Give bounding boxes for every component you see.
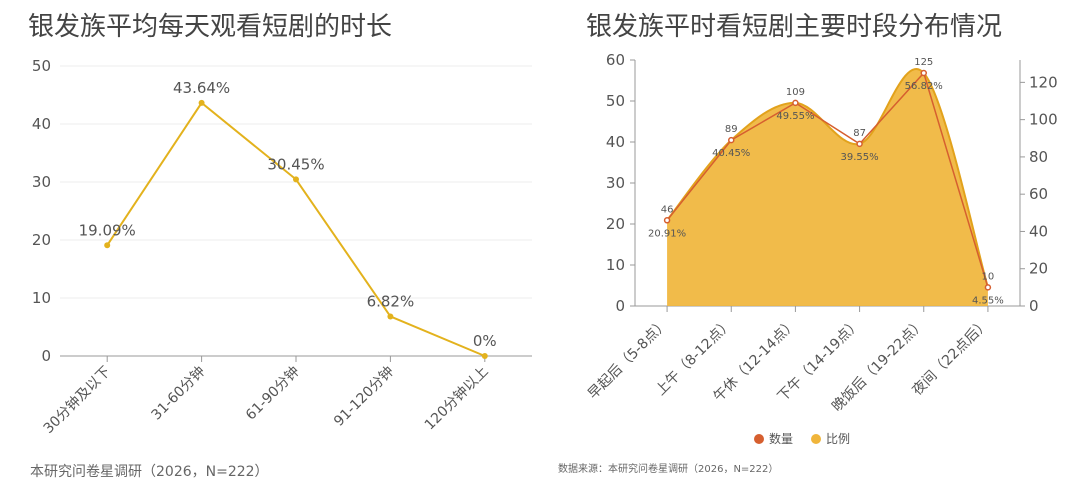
ratio-data-label: 39.55% — [841, 152, 879, 163]
right-y-right-tick-label: 100 — [1029, 111, 1058, 129]
legend-count-marker — [754, 433, 764, 444]
ratio-area — [667, 68, 988, 306]
left-x-tick-label: 91-120分钟 — [330, 363, 397, 430]
count-data-label: 125 — [914, 57, 933, 68]
left-chart-title: 银发族平均每天观看短剧的时长 — [28, 12, 393, 42]
ratio-data-label: 49.55% — [776, 111, 814, 122]
ratio-data-label: 56.82% — [905, 81, 943, 92]
count-data-point — [984, 284, 992, 291]
count-data-label: 10 — [982, 271, 995, 282]
right-y-left-tick-label: 60 — [606, 51, 625, 69]
left-x-tick-label: 120分钟以上 — [421, 363, 492, 434]
legend-item-ratio[interactable]: 比例 — [811, 430, 850, 447]
left-data-label: 43.64% — [173, 79, 230, 97]
right-y-left-tick-label: 50 — [606, 92, 625, 110]
right-y-right-tick-label: 80 — [1029, 148, 1048, 166]
ratio-data-label: 4.55% — [972, 295, 1004, 306]
left-data-point — [198, 99, 205, 106]
count-data-label: 87 — [853, 128, 866, 139]
right-chart-panel: 0 10 20 30 40 50 60 0 20 40 60 80 100 120 46 89 109 87 125… — [540, 0, 1080, 481]
count-data-point — [792, 99, 799, 107]
right-y-right-tick-label: 120 — [1029, 73, 1058, 91]
right-y-left-tick-label: 20 — [606, 215, 625, 233]
left-data-label: 19.09% — [79, 221, 136, 239]
count-data-point — [920, 69, 927, 77]
left-series-line — [106, 101, 486, 357]
legend-item-count[interactable]: 数量 — [754, 430, 793, 447]
right-chart-title: 银发族平时看短剧主要时段分布情况 — [586, 12, 1003, 42]
left-y-tick-label: 40 — [32, 115, 51, 133]
left-y-tick-label: 50 — [32, 57, 51, 75]
count-data-label: 109 — [786, 87, 805, 98]
right-y-left-tick-label: 30 — [606, 174, 625, 192]
left-data-label: 0% — [473, 332, 497, 350]
left-x-tick-label: 31-60分钟 — [148, 363, 209, 424]
left-chart-panel: 0 10 20 30 40 50 30分钟及以下 31-60分钟 61-90分钟 91-120分钟… — [28, 12, 532, 480]
right-chart-legend: 数量 比例 — [754, 430, 850, 447]
left-y-tick-label: 20 — [32, 231, 51, 249]
left-data-label: 30.45% — [267, 155, 324, 173]
left-y-tick-label: 10 — [32, 289, 51, 307]
right-chart-source: 数据来源：本研究问卷星调研（2026，N=222） — [558, 464, 779, 475]
count-data-label: 89 — [725, 124, 738, 135]
left-data-label: 6.82% — [367, 292, 415, 310]
count-series-line — [666, 71, 989, 288]
left-x-tick-label: 30分钟及以下 — [40, 363, 114, 437]
right-y-left-tick-label: 0 — [615, 297, 625, 315]
right-y-left-tick-label: 40 — [606, 133, 625, 151]
count-data-point — [728, 136, 735, 144]
left-chart-source: 本研究问卷星调研（2026，N=222） — [30, 464, 269, 480]
left-y-tick-label: 0 — [41, 347, 51, 365]
right-y-right-tick-label: 60 — [1029, 185, 1048, 203]
count-data-point — [856, 140, 863, 148]
count-data-point — [663, 217, 671, 224]
left-data-point — [104, 242, 111, 249]
left-data-point — [293, 176, 299, 183]
left-data-point — [387, 313, 394, 320]
right-y-right-tick-label: 20 — [1029, 260, 1048, 278]
count-data-label: 46 — [661, 204, 674, 215]
right-chart-svg: 0 10 20 30 40 50 60 0 20 40 60 80 100 120 46 89 109 87 125… — [585, 51, 1058, 415]
left-chart-svg: 0 10 20 30 40 50 30分钟及以下 31-60分钟 61-90分钟 91-120分钟… — [32, 57, 532, 437]
left-y-tick-label: 30 — [32, 173, 51, 191]
right-y-right-tick-label: 40 — [1029, 222, 1048, 240]
legend-count-label: 数量 — [769, 432, 794, 446]
legend-ratio-label: 比例 — [826, 432, 851, 446]
ratio-data-label: 20.91% — [648, 228, 686, 239]
ratio-data-label: 40.45% — [712, 148, 750, 159]
legend-ratio-marker — [811, 433, 822, 444]
right-y-right-tick-label: 0 — [1029, 297, 1039, 315]
left-x-tick-label: 61-90分钟 — [242, 363, 303, 424]
right-y-left-tick-label: 10 — [606, 256, 625, 274]
left-data-point — [481, 353, 488, 359]
